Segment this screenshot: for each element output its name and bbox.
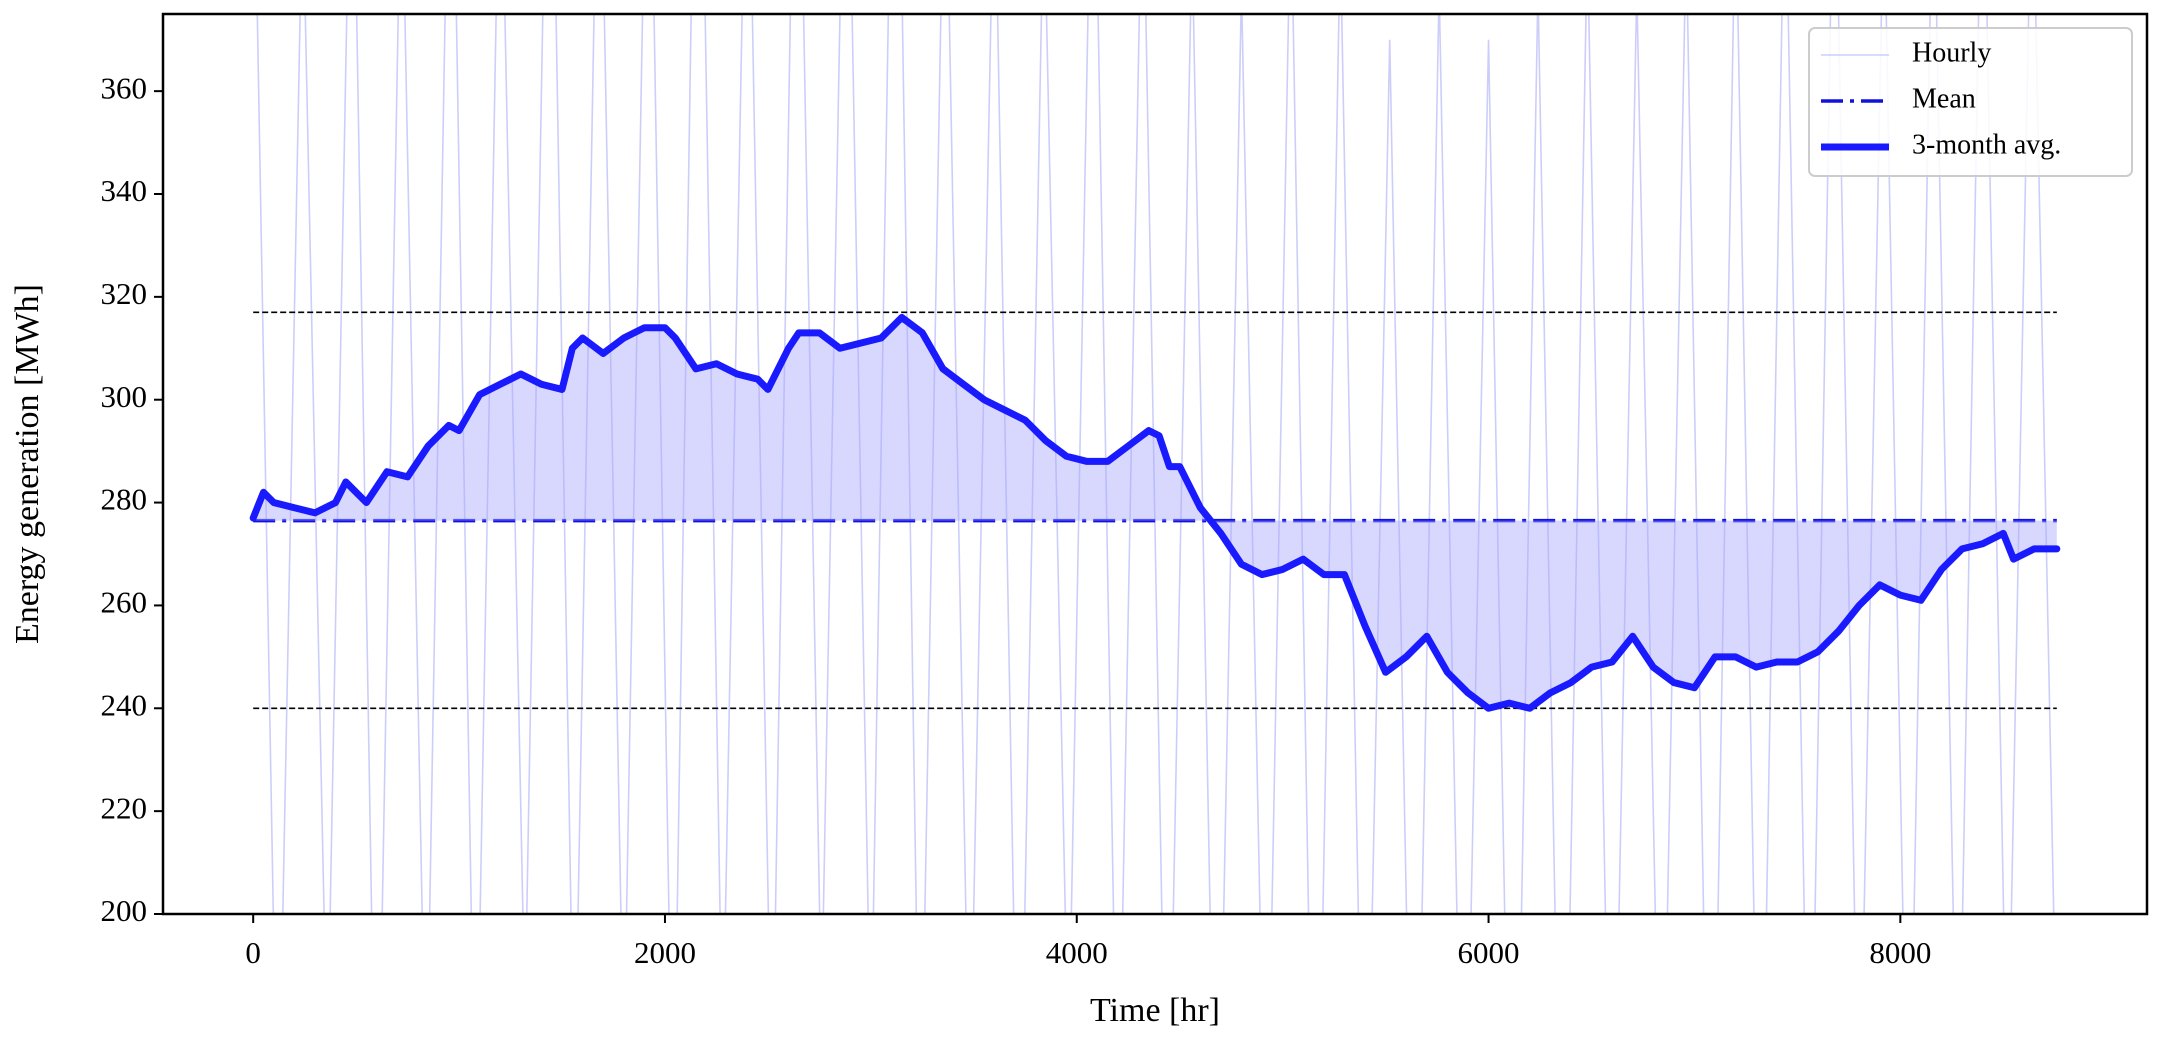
legend-label: Mean	[1912, 83, 1976, 114]
legend-label: Hourly	[1912, 37, 1991, 68]
x-tick-label: 0	[245, 935, 261, 970]
x-tick-label: 6000	[1458, 935, 1520, 970]
x-axis-label: Time [hr]	[1090, 992, 1220, 1029]
y-tick-label: 320	[101, 276, 148, 311]
y-tick-label: 300	[101, 379, 148, 414]
series-line	[249, 313, 2061, 712]
y-tick-label: 240	[101, 687, 148, 722]
fill-area	[253, 317, 2057, 709]
series-line	[256, 14, 2055, 914]
y-tick-label: 280	[101, 482, 148, 517]
legend-box	[1808, 27, 2133, 177]
plot-area	[249, 14, 2061, 914]
x-tick-label: 8000	[1869, 935, 1931, 970]
y-tick-label: 340	[101, 173, 148, 208]
x-tick-label: 4000	[1046, 935, 1108, 970]
y-tick-label: 360	[101, 70, 148, 105]
x-tick-label: 2000	[634, 935, 696, 970]
y-axis-label: Energy generation [MWh]	[9, 284, 46, 644]
y-tick-label: 260	[101, 585, 148, 620]
axes-frame	[161, 12, 2149, 916]
legend-label: 3-month avg.	[1912, 129, 2061, 160]
y-tick-label: 200	[101, 893, 148, 928]
y-tick-label: 220	[101, 790, 148, 825]
